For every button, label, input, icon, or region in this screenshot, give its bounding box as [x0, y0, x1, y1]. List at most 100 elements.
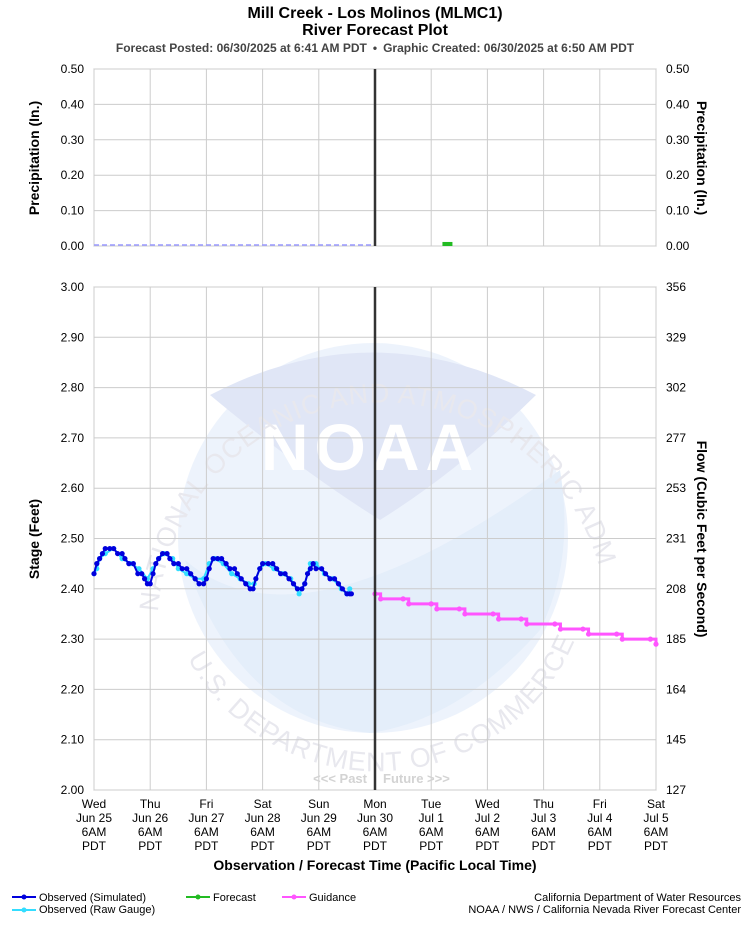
- precip-forecast-bar: [442, 241, 453, 246]
- observed-simulated-point: [231, 566, 238, 572]
- observed-simulated-point: [270, 561, 276, 567]
- x-tick-day: Tue: [421, 797, 442, 811]
- observed-simulated-point: [238, 576, 244, 582]
- x-tick-tz: PDT: [363, 839, 388, 853]
- observed-simulated-point: [159, 550, 166, 557]
- observed-raw-point: [229, 571, 235, 577]
- stage-ytick-right: 329: [666, 330, 686, 344]
- x-tick-tz: PDT: [82, 839, 107, 853]
- noaa-watermark: NOAA NATIONAL OCEANIC AND ATMOSPHERIC AD…: [0, 0, 621, 777]
- legend-observed-simulated: Observed (Simulated): [12, 892, 146, 904]
- watermark-logo-text: NOAA: [261, 410, 479, 484]
- observed-simulated-point: [257, 566, 263, 572]
- x-tick-date: Jul 4: [587, 811, 613, 825]
- guidance-point: [496, 616, 502, 622]
- x-tick-time: 6AM: [194, 825, 219, 839]
- observed-simulated-point: [192, 576, 198, 582]
- observed-simulated-point: [331, 576, 338, 582]
- x-tick-date: Jul 1: [419, 811, 445, 825]
- legend-observed-raw: Observed (Raw Gauge): [12, 904, 155, 916]
- observed-simulated-point: [227, 566, 233, 572]
- stage-ytick-right: 356: [666, 280, 686, 294]
- watermark-bird: [210, 352, 536, 520]
- observed-simulated-point: [91, 571, 97, 577]
- legend-dot-guidance: [291, 894, 297, 900]
- observed-simulated-point: [313, 566, 319, 572]
- observed-simulated-point: [164, 550, 170, 557]
- x-tick-tz: PDT: [644, 839, 669, 853]
- precip-ytick-left: 0.00: [61, 239, 85, 253]
- created-text: Graphic Created: 06/30/2025 at 6:50 AM P…: [383, 41, 635, 55]
- observed-simulated-point: [175, 561, 181, 567]
- precipitation-panel: 0.50 0.50 0.40 0.40 0.30 0.30 0.20 0.20 0.10 0.10…: [61, 62, 690, 253]
- x-tick-date: Jun 26: [132, 811, 168, 825]
- stage-ytick-left: 3.00: [61, 280, 85, 294]
- observed-simulated-point: [274, 566, 280, 572]
- observed-simulated-point: [99, 550, 106, 557]
- x-tick-time: 6AM: [531, 825, 556, 839]
- legend-label-guidance: Guidance: [309, 892, 356, 904]
- observed-simulated-point: [102, 545, 108, 552]
- observed-simulated-point: [97, 556, 103, 562]
- x-tick-day: Wed: [82, 797, 106, 811]
- observed-simulated-point: [210, 556, 216, 562]
- stage-ytick-right: 185: [666, 632, 686, 646]
- observed-simulated-point: [150, 571, 156, 577]
- observed-simulated-point: [286, 576, 292, 582]
- stage-ytick-left: 2.90: [61, 330, 85, 344]
- precip-ytick-right: 0.40: [666, 97, 690, 111]
- observed-simulated-point: [215, 556, 221, 562]
- observed-simulated-point: [250, 586, 256, 592]
- x-tick-date: Jun 30: [357, 811, 393, 825]
- chart-timestamps: Forecast Posted: 06/30/2025 at 6:41 AM P…: [116, 41, 635, 55]
- observed-simulated-point: [167, 556, 173, 562]
- observed-simulated-point: [234, 571, 240, 577]
- stage-ylabel-left: Stage (Feet): [26, 499, 42, 579]
- observed-simulated-point: [107, 545, 113, 552]
- observed-simulated-point: [135, 571, 141, 577]
- observed-simulated-point: [307, 566, 313, 572]
- stage-ytick-left: 2.00: [61, 783, 85, 797]
- precip-ytick-right: 0.20: [666, 168, 690, 182]
- stage-panel: 3.00 356 2.90 329 2.80 302 2.70 277 2.60 253 2.50 2…: [61, 280, 687, 797]
- x-tick-day: Mon: [363, 797, 386, 811]
- guidance-point: [456, 606, 462, 612]
- observed-simulated-point: [196, 581, 202, 587]
- observed-simulated-point: [335, 581, 342, 587]
- guidance-point: [614, 631, 620, 637]
- guidance-point: [428, 601, 434, 607]
- guidance-point: [434, 606, 440, 612]
- x-tick-time: 6AM: [475, 825, 500, 839]
- precip-ytick-right: 0.00: [666, 239, 690, 253]
- x-tick-time: 6AM: [644, 825, 669, 839]
- observed-simulated-point: [147, 581, 153, 587]
- x-axis-label: Observation / Forecast Time (Pacific Loc…: [213, 857, 536, 873]
- x-tick-tz: PDT: [307, 839, 332, 853]
- guidance-point: [378, 596, 384, 602]
- precip-ytick-left: 0.10: [61, 204, 85, 218]
- chart-title: Mill Creek - Los Molinos (MLMC1): [247, 5, 502, 22]
- stage-ytick-right: 145: [666, 733, 686, 747]
- stage-ytick-right: 277: [666, 431, 686, 445]
- legend: Observed (Simulated) Observed (Raw Gauge…: [12, 892, 356, 916]
- observed-simulated-point: [171, 561, 177, 567]
- x-tick-time: 6AM: [306, 825, 331, 839]
- x-tick-time: 6AM: [250, 825, 275, 839]
- observed-simulated-point: [322, 571, 329, 577]
- observed-simulated-point: [122, 556, 128, 562]
- observed-simulated-point: [179, 566, 185, 572]
- x-tick-date: Jun 29: [301, 811, 337, 825]
- x-tick-tz: PDT: [194, 839, 219, 853]
- observed-simulated-point: [156, 556, 162, 562]
- observed-simulated-point: [299, 586, 305, 592]
- stage-ytick-right: 127: [666, 783, 686, 797]
- observed-simulated-point: [282, 571, 288, 577]
- precip-ytick-right: 0.10: [666, 204, 690, 218]
